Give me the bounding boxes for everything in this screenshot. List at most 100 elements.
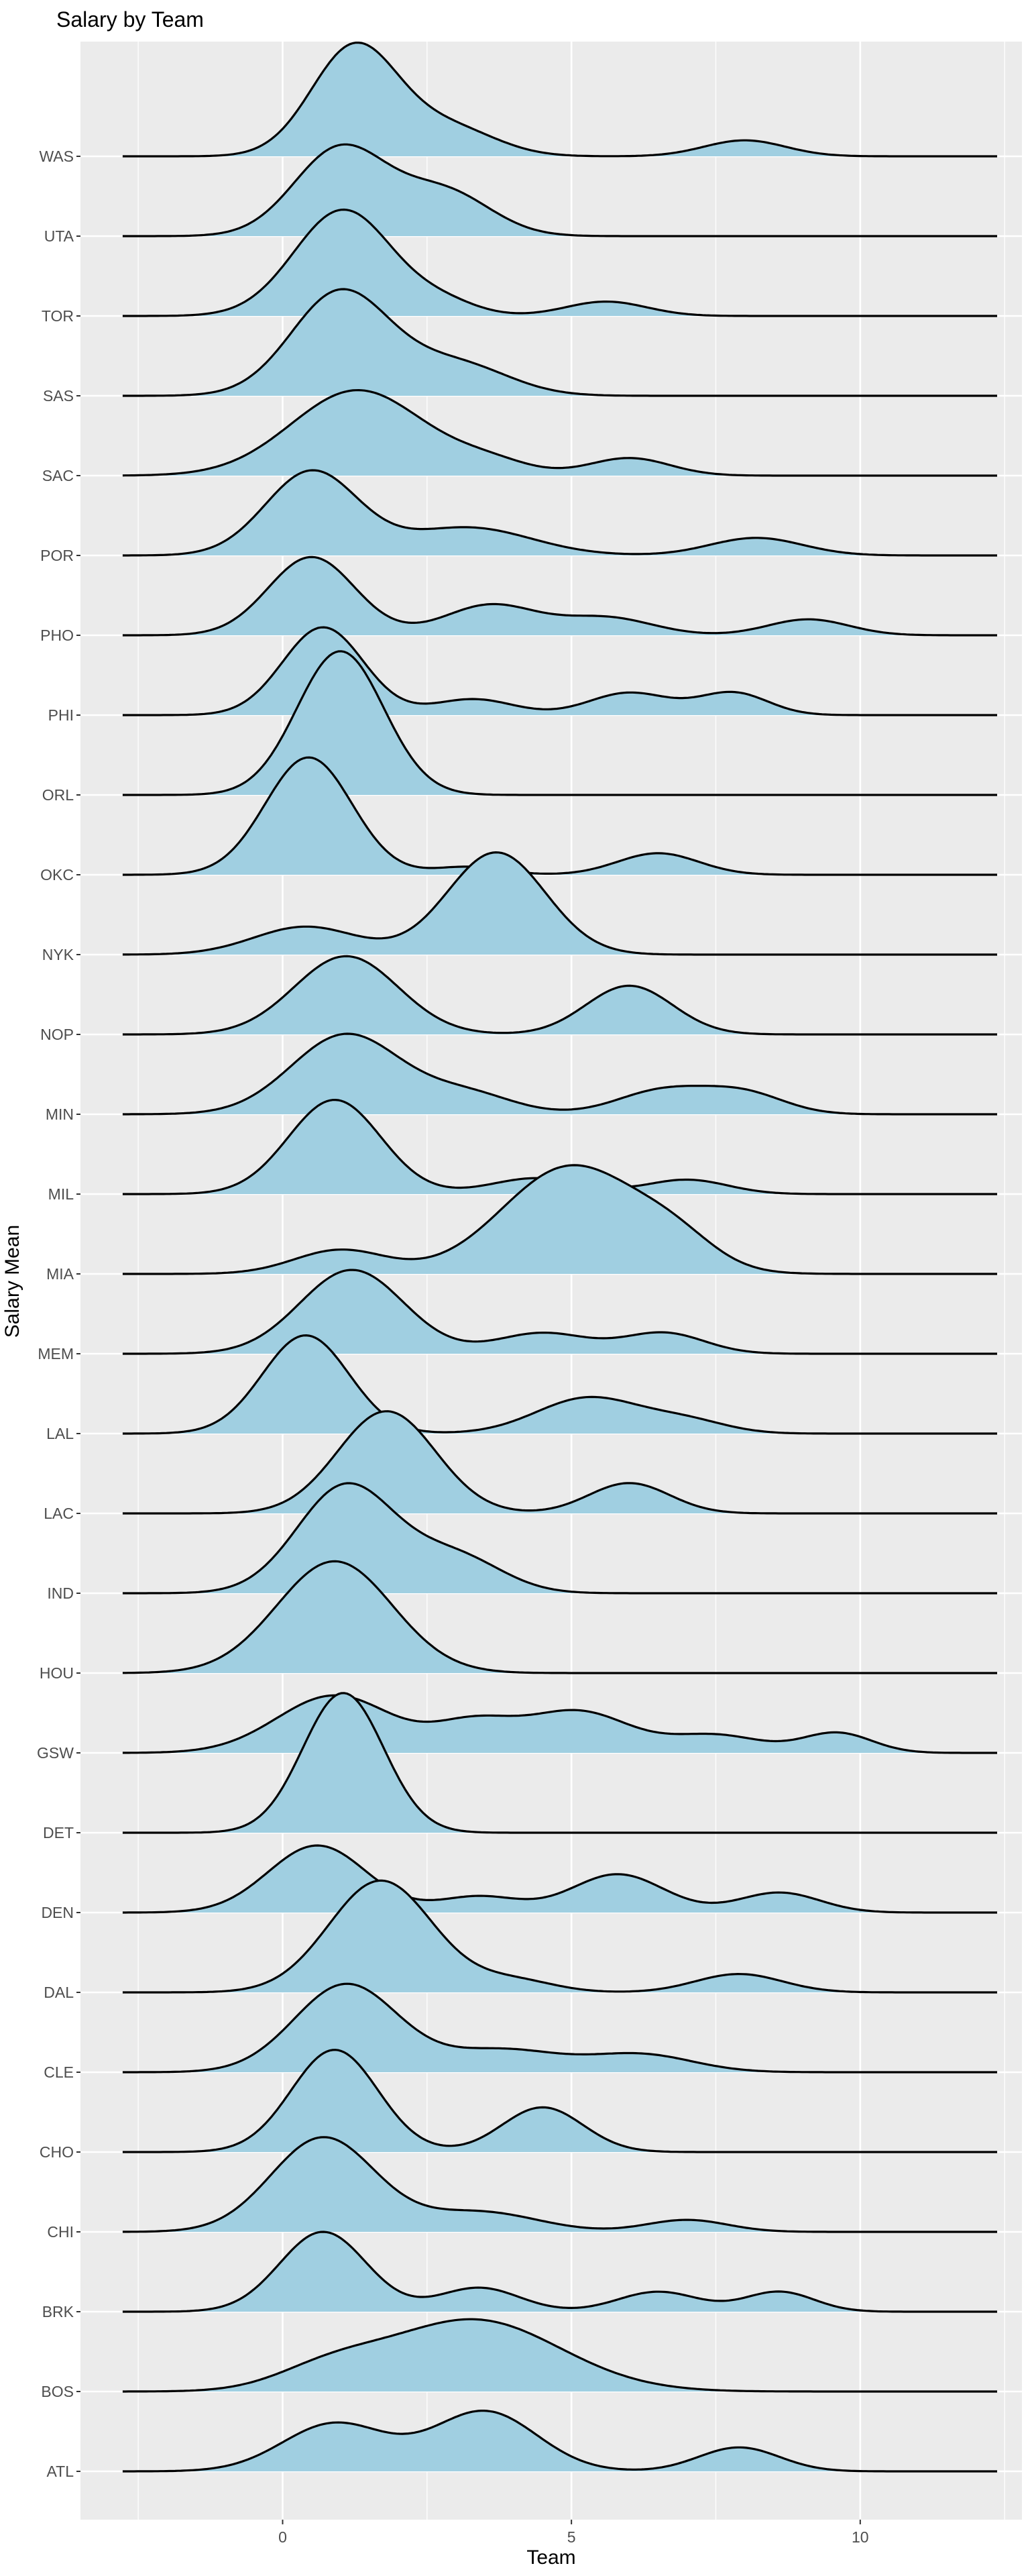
ridge-line [122,1032,997,1116]
y-tick-label: CHI [47,2223,74,2241]
ridge-den [122,1844,997,1914]
y-tick-label: PHO [40,627,74,644]
x-tick-label: 5 [567,2528,576,2546]
ridge-fill [122,2410,997,2471]
ridge-hou [122,1560,997,1674]
y-tick-label: CHO [40,2143,74,2161]
ridge-line [122,1694,997,1754]
ridge-det [122,1692,997,1834]
ridge-line [122,555,997,637]
ridge-sas [122,288,997,397]
ridge-fill [122,289,997,396]
chart-title: Salary by Team [56,7,204,32]
y-axis: WAS UTA TOR SAS SAC POR PHO PHI ORL OKC NYK NOP MIN M… [37,148,80,2480]
ridge-fill [122,1880,997,1992]
plot-panel [80,42,1022,2520]
y-tick-label: MIA [46,1265,74,1283]
y-tick-label: IND [47,1585,74,1602]
ridge-line [122,1844,997,1914]
ridge-line [122,1269,997,1355]
ridge-nop [122,955,997,1036]
ridge-line [122,756,997,876]
ridge-line [122,288,997,397]
x-axis-title: Team [526,2546,575,2569]
ridge-fill [122,42,997,156]
ridge-fill [122,2137,997,2232]
ridge-line [122,1164,997,1275]
ridge-fill [122,1845,997,1913]
ridge-line [122,1982,997,2074]
ridge-line [122,143,997,237]
ridge-fill [122,1165,997,1274]
y-tick-label: DET [43,1824,74,1841]
y-tick-label: TOR [42,307,74,325]
ridge-fill [122,2319,997,2392]
ridge-line [122,2231,997,2313]
ridge-line [122,2136,997,2233]
x-tick-label: 0 [278,2528,287,2546]
ridge-chi [122,2136,997,2233]
y-tick-label: DAL [44,1984,74,2001]
ridge-line [122,42,997,158]
ridge-line [122,2049,997,2153]
ridge-mia [122,1164,997,1275]
ridge-fill [122,1270,997,1354]
ridge-fill [122,1034,997,1114]
ridge-line [122,208,997,317]
ridge-pho [122,555,997,637]
ridge-fill [122,557,997,635]
ridge-sac [122,388,997,477]
ridge-fill [122,651,997,795]
ridge-fill [122,1561,997,1673]
ridge-bos [122,2318,997,2393]
y-tick-label: MIN [46,1106,74,1123]
y-tick-label: SAS [43,387,74,405]
y-tick-label: GSW [37,1744,74,1762]
ridge-dal [122,1879,997,1994]
ridge-fill [122,390,997,476]
y-tick-label: NOP [40,1026,74,1043]
y-tick-label: MEM [38,1345,74,1362]
y-tick-label: LAL [46,1425,74,1442]
ridge-line [122,388,997,477]
ridge-fill [122,1335,997,1434]
y-tick-label: CLE [44,2063,74,2081]
y-tick-label: UTA [44,227,74,245]
ridge-lal [122,1334,997,1435]
ridge-line [122,469,997,557]
y-axis-title: Salary Mean [1,1225,23,1338]
y-tick-label: OKC [40,866,74,883]
ridge-mem [122,1269,997,1355]
ridge-line [122,1482,997,1595]
x-tick-label: 10 [852,2528,869,2546]
ridge-cho [122,2049,997,2153]
ridge-fill [122,852,997,955]
y-tick-label: ORL [42,786,74,804]
ridge-line [122,2410,997,2473]
y-tick-label: ATL [47,2463,74,2480]
ridge-line [122,2318,997,2393]
ridge-fill [122,956,997,1034]
ridge-line [122,851,997,956]
ridge-orl [122,650,997,796]
ridge-fill [122,1099,997,1194]
y-tick-label: PHI [48,706,74,724]
ridge-por [122,469,997,557]
ridge-line [122,1879,997,1994]
y-tick-label: BRK [42,2303,74,2320]
ridge-line [122,1334,997,1435]
ridge-fill [122,1693,997,1833]
ridge-line [122,650,997,796]
ridge-line [122,955,997,1036]
ridge-atl [122,2410,997,2473]
ridge-nyk [122,851,997,956]
y-tick-label: SAC [42,467,74,484]
y-tick-label: DEN [41,1904,74,1921]
ridge-line [122,626,997,716]
ridge-line [122,1560,997,1674]
ridge-brk [122,2231,997,2313]
ridge-was [122,42,997,158]
ridges [122,42,997,2473]
ridge-fill [122,470,997,555]
